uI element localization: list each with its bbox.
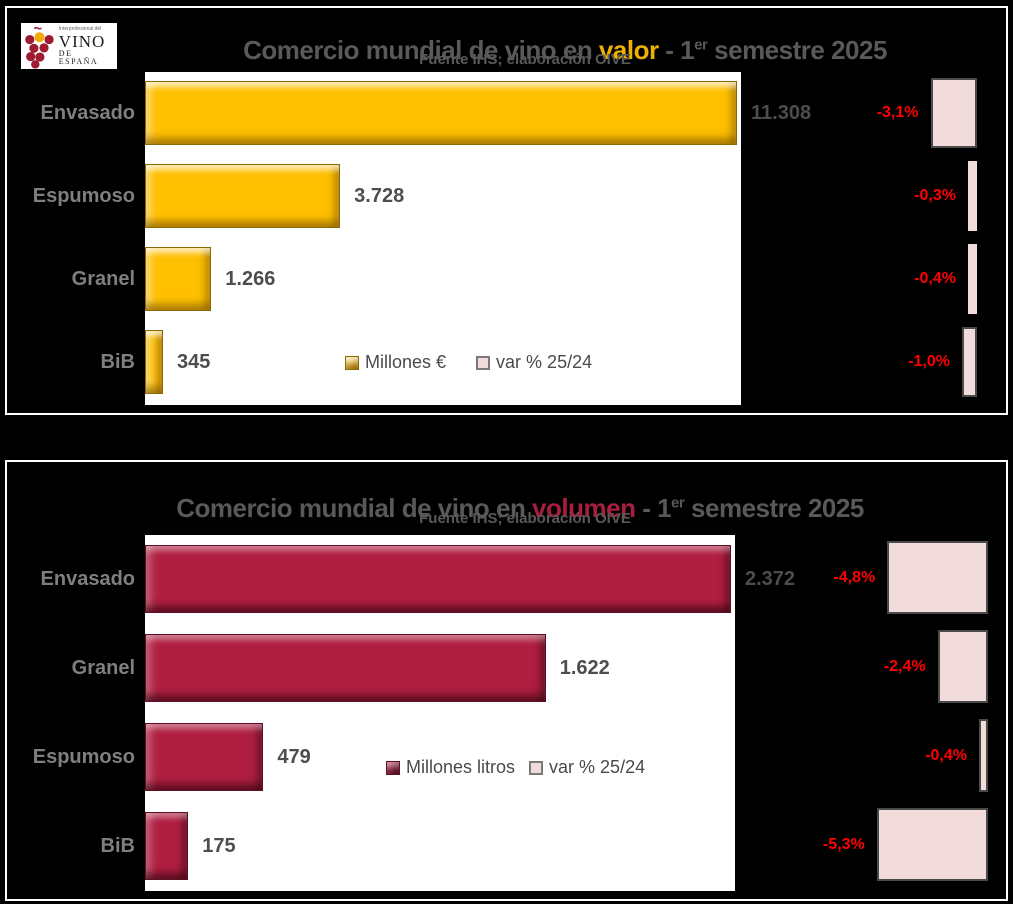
legend-label: Millones litros (406, 757, 516, 777)
value-bar (145, 812, 189, 880)
variation-bar (930, 78, 977, 148)
chart-legend: Millones litros var % 25/24 (386, 757, 645, 778)
variation-bar (876, 808, 988, 881)
variation-bar (968, 244, 977, 314)
value-bar (145, 247, 212, 311)
value-label: 11.308 (751, 102, 812, 124)
variation-label: -0,3% (914, 187, 956, 204)
category-label: Granel (71, 268, 135, 290)
value-bar (145, 634, 546, 702)
pink-swatch-icon (529, 760, 544, 775)
value-chart-panel: ~ Interprofesional del VINO DE ESPAÑA Co… (5, 6, 1008, 415)
category-label: Envasado (40, 102, 135, 124)
variation-label: -1,0% (908, 353, 950, 370)
value-label: 479 (277, 746, 311, 768)
legend-label: Millones € (365, 352, 447, 372)
value-bar (145, 81, 737, 145)
category-label: Espumoso (32, 185, 135, 207)
value-label: 3.728 (354, 185, 405, 207)
crimson-swatch-icon (386, 760, 400, 775)
title-highlight-valor: valor (598, 35, 659, 66)
value-label: 175 (202, 835, 236, 857)
variation-label: -0,4% (914, 270, 956, 287)
logo-wordmark: Interprofesional del VINO DE ESPAÑA (58, 25, 115, 66)
value-bar (145, 330, 164, 394)
logo-line-small: Interprofesional del (58, 25, 102, 32)
variation-bar (937, 630, 988, 703)
legend-label: var % 25/24 (496, 352, 593, 372)
title-highlight-volumen: volumen (532, 493, 636, 524)
variation-label: -2,4% (883, 658, 926, 675)
logo-line-vino: VINO (58, 31, 106, 51)
value-label: 2.372 (745, 568, 796, 590)
value-bar (145, 164, 341, 228)
variation-bar (968, 161, 977, 231)
variation-label: -5,3% (822, 836, 865, 853)
legend-item-millones-litros: Millones litros (386, 757, 515, 778)
volume-chart-panel: Comercio mundial de vino en volumen - 1e… (5, 460, 1008, 901)
variation-bar (979, 719, 988, 792)
legend-label: var % 25/24 (549, 757, 646, 777)
variation-label: -4,8% (833, 569, 876, 586)
category-label: Granel (71, 657, 135, 679)
grape-logo-icon: ~ (25, 23, 54, 69)
chart-source-note: Fuente IHS; elaboración OIVE (419, 51, 631, 68)
chart-source-note: Fuente IHS; elaboración OIVE (419, 510, 631, 527)
chart-legend: Millones € var % 25/24 (345, 352, 592, 373)
value-label: 1.622 (559, 657, 610, 679)
category-label: BiB (100, 835, 135, 857)
value-label: 1.266 (225, 268, 276, 290)
value-label: 345 (177, 351, 211, 373)
legend-item-var-pct: var % 25/24 (476, 352, 592, 373)
svg-text:~: ~ (33, 23, 42, 37)
legend-item-millones-eur: Millones € (345, 352, 446, 373)
value-bar (145, 723, 264, 791)
value-bar (145, 545, 731, 613)
legend-item-var-pct: var % 25/24 (529, 757, 645, 778)
variation-label: -0,4% (925, 747, 967, 764)
variation-bar (962, 327, 977, 397)
category-label: Espumoso (32, 746, 135, 768)
chart-title-value: Comercio mundial de vino en valor - 1er … (243, 35, 887, 66)
vino-de-espana-logo: ~ Interprofesional del VINO DE ESPAÑA (21, 23, 117, 69)
category-label: Envasado (40, 568, 135, 590)
logo-line-espana: DE ESPAÑA (58, 48, 99, 66)
chart-title-volume: Comercio mundial de vino en volumen - 1e… (176, 493, 864, 524)
variation-label: -3,1% (876, 104, 919, 121)
category-label: BiB (100, 351, 135, 373)
gold-swatch-icon (345, 355, 359, 370)
variation-bar (887, 541, 988, 614)
pink-swatch-icon (476, 355, 491, 370)
